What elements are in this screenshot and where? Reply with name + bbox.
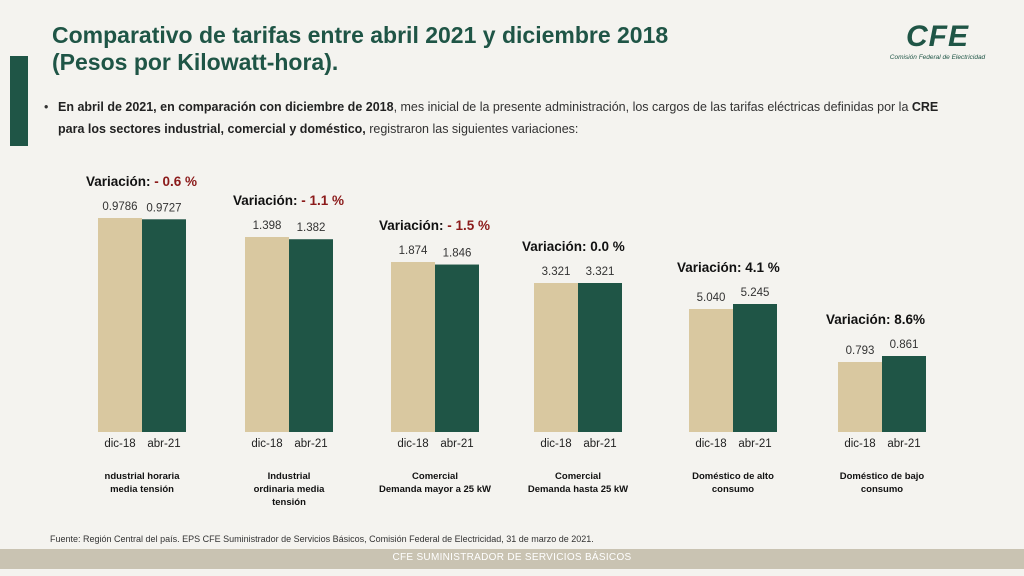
- tick-dic18-4: dic-18: [540, 438, 571, 450]
- value-label-dic18-4: 3.321: [542, 266, 571, 278]
- category-label-2-line-2: ordinaria media: [254, 484, 325, 495]
- accent-bar: [10, 56, 28, 146]
- category-label-6-line-1: Doméstico de bajo: [840, 471, 925, 482]
- value-label-abr21-5: 5.245: [741, 287, 770, 299]
- bullet: •: [44, 100, 49, 114]
- tick-dic18-3: dic-18: [397, 438, 428, 450]
- cfe-logo: CFE Comisión Federal de Electricidad: [880, 20, 995, 62]
- tick-abr21-1: abr-21: [147, 438, 180, 450]
- variation-label-4: Variación: 0.0 %: [522, 239, 625, 254]
- bar-abr21-2: [289, 239, 333, 432]
- intro-bold-3: CRE para los sectores industrial, comerc…: [58, 100, 939, 136]
- variation-label-6: Variación: 8.6%: [826, 312, 925, 327]
- logo-mark: CFE: [906, 20, 969, 53]
- tick-dic18-6: dic-18: [844, 438, 875, 450]
- tick-abr21-5: abr-21: [738, 438, 771, 450]
- footer-text: CFE SUMINISTRADOR DE SERVICIOS BÁSICOS: [392, 552, 632, 563]
- category-label-2-line-3: tensión: [272, 497, 306, 508]
- category-label-2-line-1: Industrial: [268, 471, 311, 482]
- bar-dic18-1: [98, 218, 142, 432]
- footer-bar: CFE SUMINISTRADOR DE SERVICIOS BÁSICOS: [0, 549, 1024, 569]
- variation-label-5: Variación: 4.1 %: [677, 260, 780, 275]
- tick-abr21-2: abr-21: [294, 438, 327, 450]
- bar-dic18-4: [534, 283, 578, 432]
- tariff-bar-chart: 0.9786 0.9727 Variación: - 0.6 % dic-18 abr-…: [86, 174, 926, 508]
- value-label-abr21-6: 0.861: [890, 339, 919, 351]
- variation-label-2: Variación: - 1.1 %: [233, 193, 344, 208]
- value-label-dic18-1: 0.9786: [102, 201, 137, 213]
- category-label-3-line-1: Comercial: [412, 471, 458, 482]
- category-label-4-line-2: Demanda hasta 25 kW: [528, 484, 628, 495]
- bar-abr21-5: [733, 304, 777, 432]
- bar-abr21-3: [435, 264, 479, 432]
- value-label-dic18-2: 1.398: [253, 220, 282, 232]
- intro-text-4: registraron las siguientes variaciones:: [365, 122, 579, 136]
- category-label-6-line-2: consumo: [861, 484, 903, 495]
- tick-abr21-3: abr-21: [440, 438, 473, 450]
- value-label-dic18-6: 0.793: [846, 345, 875, 357]
- intro-paragraph: • En abril de 2021, en comparación con d…: [44, 96, 958, 140]
- value-label-abr21-2: 1.382: [297, 222, 326, 234]
- intro-bold-1: En abril de 2021, en comparación con dic…: [58, 100, 394, 114]
- tick-abr21-4: abr-21: [583, 438, 616, 450]
- source-note: Fuente: Región Central del país. EPS CFE…: [50, 534, 594, 544]
- bar-dic18-6: [838, 362, 882, 432]
- value-label-abr21-3: 1.846: [443, 248, 472, 260]
- intro-text-2: , mes inicial de la presente administrac…: [393, 100, 912, 114]
- tick-abr21-6: abr-21: [887, 438, 920, 450]
- tick-dic18-2: dic-18: [251, 438, 282, 450]
- bar-abr21-4: [578, 283, 622, 432]
- bar-dic18-5: [689, 309, 733, 432]
- tick-dic18-5: dic-18: [695, 438, 726, 450]
- value-label-dic18-3: 1.874: [399, 245, 428, 257]
- title-text: Comparativo de tarifas entre abril 2021 …: [52, 22, 669, 75]
- category-label-5-line-1: Doméstico de alto: [692, 471, 774, 482]
- variation-label-1: Variación: - 0.6 %: [86, 174, 197, 189]
- bar-abr21-1: [142, 219, 186, 432]
- category-label-1-line-2: media tensión: [110, 484, 174, 495]
- logo-subtitle: Comisión Federal de Electricidad: [889, 54, 986, 61]
- bar-dic18-3: [391, 262, 435, 432]
- category-label-3-line-2: Demanda mayor a 25 kW: [379, 484, 491, 495]
- value-label-dic18-5: 5.040: [697, 292, 726, 304]
- tick-dic18-1: dic-18: [104, 438, 135, 450]
- bar-abr21-6: [882, 356, 926, 432]
- bar-dic18-2: [245, 237, 289, 432]
- category-label-4-line-1: Comercial: [555, 471, 601, 482]
- value-label-abr21-1: 0.9727: [146, 202, 181, 214]
- variation-label-3: Variación: - 1.5 %: [379, 218, 490, 233]
- category-label-5-line-2: consumo: [712, 484, 754, 495]
- page-title: Comparativo de tarifas entre abril 2021 …: [52, 22, 812, 76]
- category-label-1-line-1: ndustrial horaria: [105, 471, 181, 482]
- value-label-abr21-4: 3.321: [586, 266, 615, 278]
